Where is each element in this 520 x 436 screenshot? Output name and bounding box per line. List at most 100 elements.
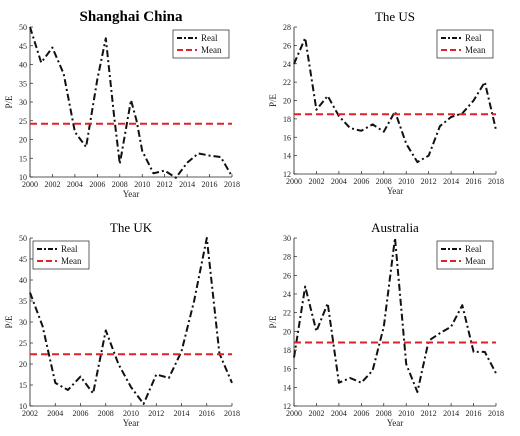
legend: Real Mean bbox=[172, 29, 230, 59]
y-tick-label: 10 bbox=[19, 402, 27, 411]
y-tick-label: 45 bbox=[19, 42, 27, 51]
legend-label: Real bbox=[201, 33, 218, 43]
x-tick-label: 2008 bbox=[376, 177, 392, 186]
x-tick-label: 2008 bbox=[376, 409, 392, 418]
y-tick-label: 18 bbox=[283, 115, 291, 124]
x-tick-label: 2012 bbox=[148, 409, 164, 418]
legend-label: Mean bbox=[465, 256, 486, 266]
x-tick-label: 2014 bbox=[443, 177, 459, 186]
y-tick-label: 35 bbox=[19, 79, 27, 88]
y-tick-label: 30 bbox=[283, 234, 291, 243]
y-tick-label: 25 bbox=[19, 117, 27, 126]
x-tick-label: 2012 bbox=[421, 177, 437, 186]
x-tick-label: 2012 bbox=[157, 180, 173, 189]
y-tick-label: 26 bbox=[283, 41, 291, 50]
y-tick-label: 20 bbox=[283, 327, 291, 336]
y-tick-label: 40 bbox=[19, 61, 27, 70]
y-tick-label: 30 bbox=[19, 318, 27, 327]
y-tick-label: 40 bbox=[19, 276, 27, 285]
y-tick-label: 12 bbox=[283, 170, 291, 179]
y-tick-label: 45 bbox=[19, 255, 27, 264]
x-tick-label: 2000 bbox=[286, 409, 302, 418]
chart-title: The US bbox=[375, 9, 415, 24]
x-tick-label: 2016 bbox=[199, 409, 215, 418]
y-axis-label: P/E bbox=[268, 94, 278, 108]
legend-label: Mean bbox=[465, 45, 486, 55]
y-tick-label: 20 bbox=[283, 97, 291, 106]
chart-panel-2: The UK 2002 2004 2006 2008 2010 2012 2014 2016 20… bbox=[4, 220, 240, 428]
x-tick-label: 2002 bbox=[308, 409, 324, 418]
x-axis-label: Year bbox=[123, 418, 140, 428]
x-tick-label: 2016 bbox=[202, 180, 218, 189]
x-axis-label: Year bbox=[123, 189, 140, 199]
y-tick-label: 25 bbox=[19, 339, 27, 348]
x-tick-label: 2000 bbox=[286, 177, 302, 186]
chart-title: Australia bbox=[371, 220, 419, 235]
x-tick-label: 2006 bbox=[353, 409, 369, 418]
y-tick-label: 22 bbox=[283, 309, 291, 318]
legend-label: Real bbox=[465, 244, 482, 254]
x-tick-label: 2018 bbox=[488, 177, 504, 186]
legend-box bbox=[436, 240, 494, 270]
x-tick-label: 2004 bbox=[67, 180, 83, 189]
x-tick-label: 2010 bbox=[398, 409, 414, 418]
x-tick-label: 2010 bbox=[398, 177, 414, 186]
x-tick-label: 2008 bbox=[98, 409, 114, 418]
x-tick-label: 2008 bbox=[112, 180, 128, 189]
x-axis-label: Year bbox=[387, 418, 404, 428]
y-tick-label: 10 bbox=[19, 173, 27, 182]
legend-box bbox=[172, 29, 230, 59]
x-tick-label: 2002 bbox=[22, 409, 38, 418]
x-tick-label: 2016 bbox=[466, 409, 482, 418]
x-tick-label: 2010 bbox=[123, 409, 139, 418]
legend-label: Real bbox=[61, 244, 78, 254]
y-tick-label: 24 bbox=[283, 290, 291, 299]
y-tick-label: 26 bbox=[283, 271, 291, 280]
y-tick-label: 24 bbox=[283, 60, 291, 69]
x-tick-label: 2014 bbox=[443, 409, 459, 418]
y-axis-label: P/E bbox=[4, 95, 14, 109]
y-tick-label: 16 bbox=[283, 365, 291, 374]
series-line-real bbox=[29, 26, 233, 179]
legend-label: Mean bbox=[61, 256, 82, 266]
y-tick-label: 30 bbox=[19, 98, 27, 107]
y-tick-label: 15 bbox=[19, 154, 27, 163]
x-tick-label: 2016 bbox=[466, 177, 482, 186]
y-tick-label: 28 bbox=[283, 23, 291, 32]
x-tick-label: 2006 bbox=[89, 180, 105, 189]
legend-box bbox=[436, 29, 494, 59]
x-tick-label: 2018 bbox=[224, 409, 240, 418]
x-tick-label: 2014 bbox=[174, 409, 190, 418]
legend-label: Real bbox=[465, 33, 482, 43]
x-tick-label: 2010 bbox=[134, 180, 150, 189]
series-line-real bbox=[293, 237, 497, 393]
y-axis-label: P/E bbox=[4, 315, 14, 329]
y-tick-label: 20 bbox=[19, 136, 27, 145]
x-tick-label: 2012 bbox=[421, 409, 437, 418]
chart-title: The UK bbox=[110, 220, 153, 235]
y-tick-label: 14 bbox=[283, 152, 291, 161]
series-line-real bbox=[29, 237, 233, 405]
y-tick-label: 12 bbox=[283, 402, 291, 411]
x-tick-label: 2006 bbox=[353, 177, 369, 186]
y-tick-label: 50 bbox=[19, 23, 27, 32]
y-tick-label: 22 bbox=[283, 78, 291, 87]
legend-label: Mean bbox=[201, 45, 222, 55]
x-tick-label: 2004 bbox=[331, 177, 347, 186]
x-tick-label: 2004 bbox=[331, 409, 347, 418]
y-tick-label: 16 bbox=[283, 133, 291, 142]
y-axis-label: P/E bbox=[268, 315, 278, 329]
y-tick-label: 50 bbox=[19, 234, 27, 243]
y-tick-label: 18 bbox=[283, 346, 291, 355]
y-tick-label: 15 bbox=[19, 381, 27, 390]
x-axis-label: Year bbox=[387, 186, 404, 196]
legend: Real Mean bbox=[436, 240, 494, 270]
x-tick-label: 2004 bbox=[47, 409, 63, 418]
y-tick-label: 28 bbox=[283, 253, 291, 262]
x-tick-label: 2006 bbox=[73, 409, 89, 418]
x-tick-label: 2014 bbox=[179, 180, 195, 189]
y-tick-label: 14 bbox=[283, 383, 291, 392]
